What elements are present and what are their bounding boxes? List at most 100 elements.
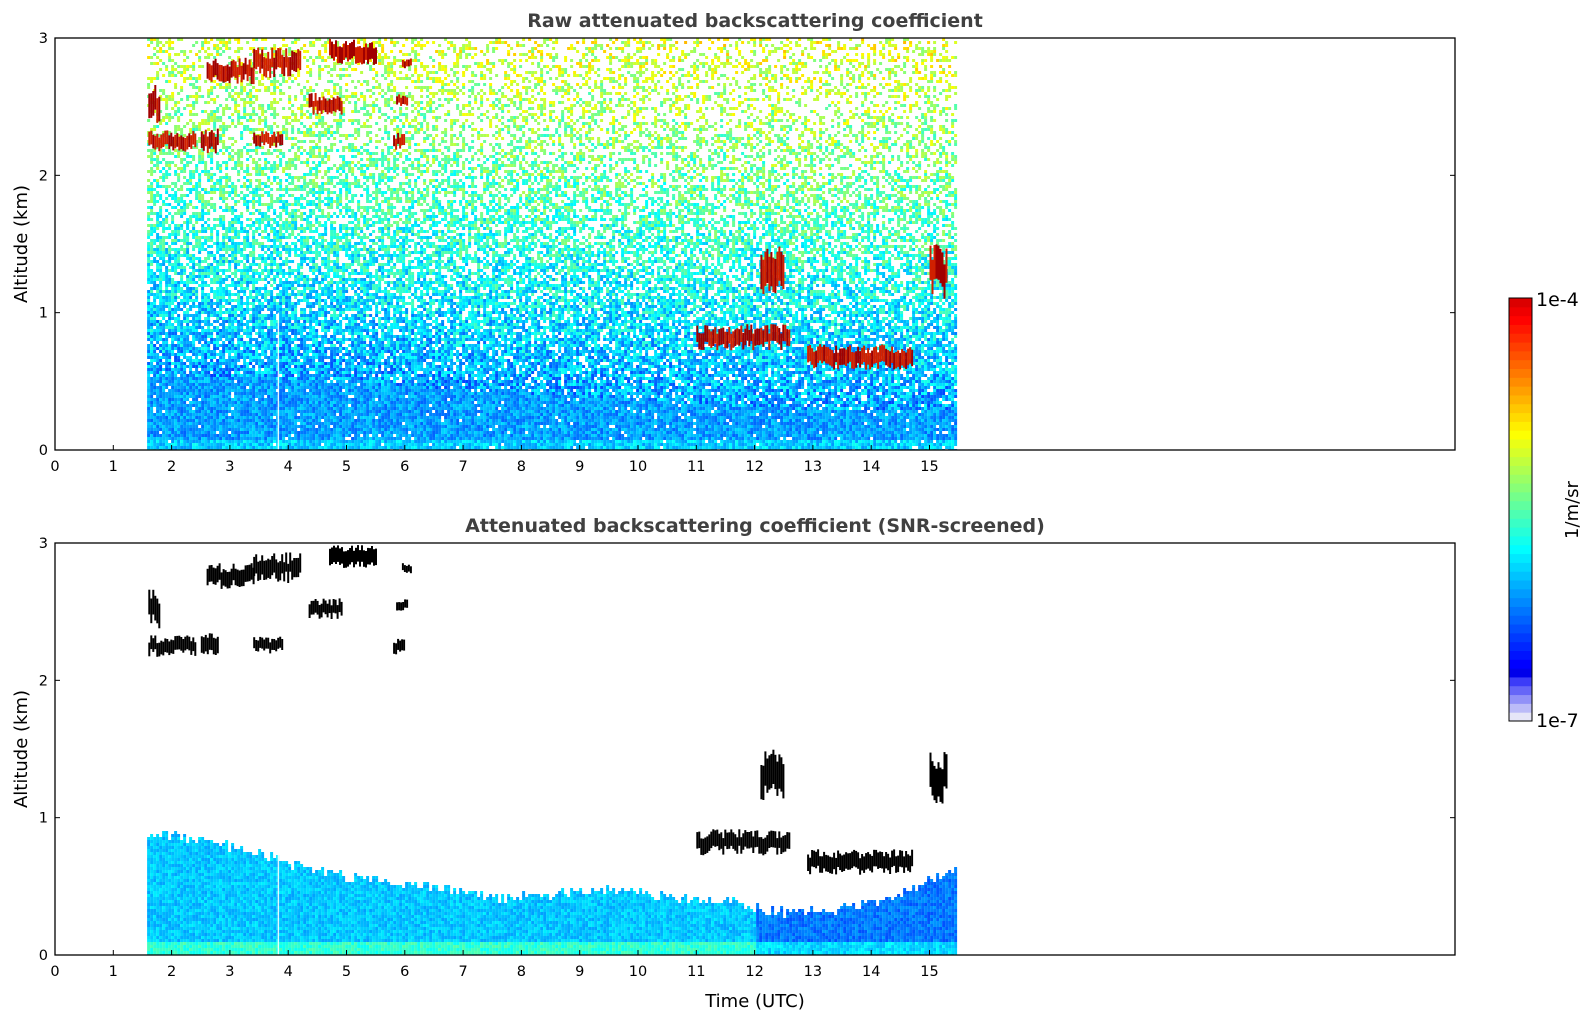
heatmap-cell — [306, 383, 310, 386]
heatmap-cell — [198, 419, 202, 422]
heatmap-cell — [207, 350, 211, 353]
heatmap-cell — [270, 443, 274, 446]
heatmap-cell — [300, 242, 304, 245]
heatmap-cell — [297, 359, 301, 362]
heatmap-cell — [246, 218, 250, 221]
heatmap-cell — [288, 194, 292, 197]
heatmap-cell — [291, 242, 295, 245]
heatmap-cell — [234, 368, 238, 371]
heatmap-cell — [225, 257, 229, 260]
heatmap-cell — [162, 317, 166, 320]
heatmap-cell — [177, 413, 181, 416]
heatmap-cell — [234, 335, 238, 338]
heatmap-cell — [309, 179, 313, 182]
heatmap-cell — [192, 122, 196, 125]
heatmap-cell — [261, 326, 265, 329]
heatmap-cell — [243, 440, 247, 443]
heatmap-cell — [180, 74, 184, 77]
heatmap-cell — [243, 293, 247, 296]
heatmap-cell — [234, 347, 238, 350]
heatmap-cell — [270, 314, 274, 317]
heatmap-cell — [267, 425, 271, 428]
heatmap-cell — [252, 200, 256, 203]
heatmap-cell — [267, 167, 271, 170]
heatmap-cell — [162, 224, 166, 227]
heatmap-cell — [234, 191, 238, 194]
heatmap-cell — [270, 350, 274, 353]
heatmap-cell — [228, 137, 232, 140]
heatmap-cell — [165, 299, 169, 302]
heatmap-cell — [162, 173, 166, 176]
heatmap-cell — [297, 131, 301, 134]
heatmap-cell — [273, 395, 277, 398]
heatmap-cell — [192, 359, 196, 362]
heatmap-cell — [150, 323, 154, 326]
heatmap-cell — [243, 377, 247, 380]
heatmap-cell — [201, 203, 205, 206]
heatmap-cell — [180, 281, 184, 284]
heatmap-cell — [267, 422, 271, 425]
heatmap-cell — [186, 389, 190, 392]
heatmap-cell — [264, 257, 268, 260]
heatmap-cell — [213, 296, 217, 299]
heatmap-cell — [270, 380, 274, 383]
heatmap-cell — [225, 440, 229, 443]
heatmap-cell — [168, 233, 172, 236]
heatmap-cell — [261, 128, 265, 131]
heatmap-cell — [216, 413, 220, 416]
heatmap-cell — [153, 47, 157, 50]
heatmap-cell — [162, 179, 166, 182]
heatmap-cell — [288, 392, 292, 395]
heatmap-cell — [210, 266, 214, 269]
heatmap-cell — [279, 410, 283, 413]
heatmap-cell — [279, 311, 283, 314]
heatmap-cell — [189, 272, 193, 275]
heatmap-cell — [189, 332, 193, 335]
heatmap-cell — [192, 269, 196, 272]
heatmap-cell — [285, 320, 289, 323]
heatmap-cell — [186, 365, 190, 368]
heatmap-cell — [207, 413, 211, 416]
heatmap-cell — [198, 74, 202, 77]
heatmap-cell — [210, 302, 214, 305]
heatmap-cell — [195, 233, 199, 236]
heatmap-cell — [180, 434, 184, 437]
heatmap-cell — [267, 371, 271, 374]
heatmap-cell — [285, 350, 289, 353]
heatmap-cell — [231, 446, 235, 449]
heatmap-cell — [297, 389, 301, 392]
heatmap-cell — [228, 236, 232, 239]
heatmap-cell — [252, 413, 256, 416]
heatmap-cell — [177, 209, 181, 212]
heatmap-cell — [306, 404, 310, 407]
heatmap-cell — [210, 434, 214, 437]
heatmap-cell — [195, 317, 199, 320]
heatmap-cell — [288, 299, 292, 302]
heatmap-cell — [270, 113, 274, 116]
heatmap-cell — [291, 41, 295, 44]
heatmap-cell — [210, 404, 214, 407]
heatmap-cell — [174, 149, 178, 152]
heatmap-cell — [228, 380, 232, 383]
heatmap-cell — [228, 107, 232, 110]
heatmap-cell — [297, 107, 301, 110]
heatmap-cell — [291, 203, 295, 206]
heatmap-cell — [240, 296, 244, 299]
heatmap-cell — [195, 377, 199, 380]
heatmap-cell — [207, 269, 211, 272]
heatmap-cell — [270, 437, 274, 440]
heatmap-cell — [270, 302, 274, 305]
heatmap-cell — [192, 389, 196, 392]
heatmap-cell — [282, 302, 286, 305]
heatmap-cell — [252, 302, 256, 305]
heatmap-cell — [285, 347, 289, 350]
heatmap-cell — [249, 98, 253, 101]
heatmap-cell — [270, 308, 274, 311]
heatmap-cell — [210, 335, 214, 338]
heatmap-cell — [276, 398, 280, 401]
heatmap-cell — [303, 443, 307, 446]
heatmap-cell — [213, 446, 217, 449]
heatmap-cell — [165, 338, 169, 341]
heatmap-cell — [249, 92, 253, 95]
heatmap-cell — [189, 359, 193, 362]
